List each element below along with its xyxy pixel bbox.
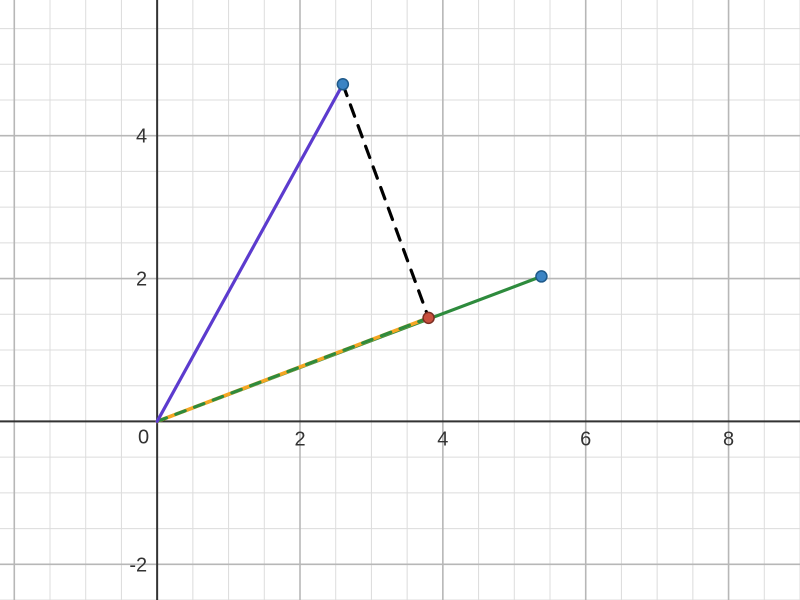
origin-label: 0 [138,426,149,448]
x-tick-label: 2 [294,428,305,450]
y-tick-label: 4 [136,126,147,148]
point-purple-tip [337,79,348,90]
x-tick-label: 4 [437,428,448,450]
point-projection-foot [423,312,434,323]
point-green-tip [536,271,547,282]
plot-svg: 0 2 4 6 8 -2 2 4 6 [0,0,800,600]
vector-projection-plot: 0 2 4 6 8 -2 2 4 6 [0,0,800,600]
y-tick-label: 2 [136,269,147,291]
x-tick-label: 6 [580,428,591,450]
y-tick-label: 6 [136,0,147,5]
y-tick-label: -2 [129,554,147,576]
x-tick-label: 8 [723,428,734,450]
